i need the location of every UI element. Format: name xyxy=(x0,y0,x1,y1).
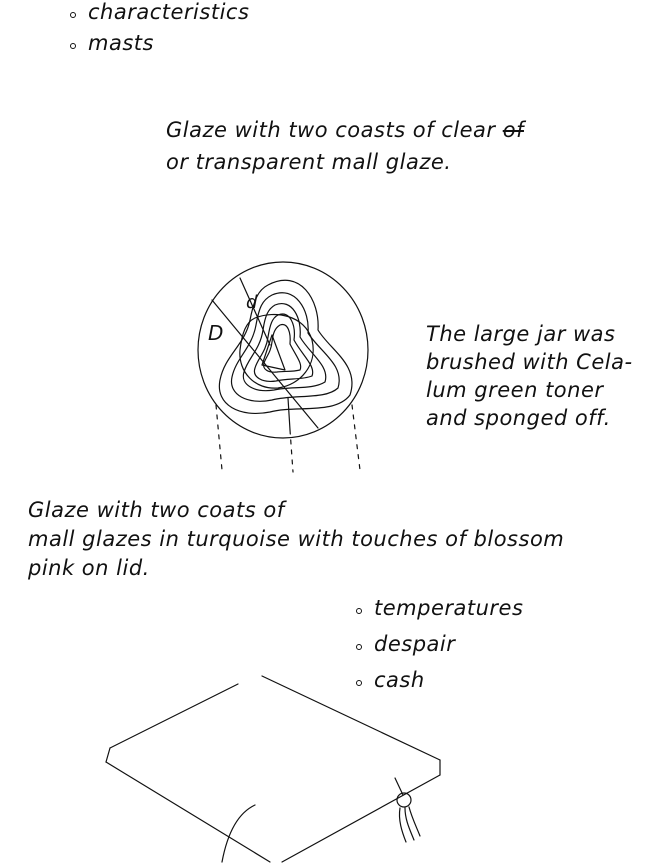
note-line: Glaze with two coats of xyxy=(28,498,285,522)
contour-line xyxy=(242,302,327,392)
note-line: or transparent mall glaze. xyxy=(166,150,452,174)
note-line: and sponged off. xyxy=(426,406,611,430)
diagonal-line xyxy=(211,299,319,429)
cap-board-top xyxy=(109,683,239,749)
mall-glaze-note: Glaze with two coats of mall glazes in t… xyxy=(28,498,564,585)
note-line: The large jar was xyxy=(426,322,616,346)
note-line: mall glazes in turquoise with touches of… xyxy=(28,527,565,551)
cap-base xyxy=(221,804,256,863)
note-line: lum green toner xyxy=(426,378,604,402)
list-item: temperatures xyxy=(352,596,523,632)
sketch-label-d-lower: d xyxy=(246,292,258,313)
tassel-cord xyxy=(394,777,404,796)
contour-line xyxy=(218,279,353,414)
inner-triangle xyxy=(261,334,286,371)
contour-line xyxy=(263,323,302,373)
diagonal-line xyxy=(239,277,271,346)
dashed-guide xyxy=(289,429,294,473)
jar-note: The large jar was brushed with Cela- lum… xyxy=(426,322,633,434)
note-line-text: Glaze with two coasts of clear xyxy=(166,118,496,142)
inner-blob xyxy=(239,313,314,389)
jar-sketch: D d xyxy=(197,261,369,473)
cap-board-edge xyxy=(105,747,111,763)
list-item: despair xyxy=(352,632,523,668)
cap-board-front xyxy=(105,761,271,863)
tassel-strand xyxy=(408,806,421,837)
dashed-guide xyxy=(351,404,361,471)
dashed-guide xyxy=(215,404,223,471)
struck-word: of xyxy=(502,118,524,142)
note-line: pink on lid. xyxy=(28,556,150,580)
contour-line xyxy=(230,292,340,402)
tassel-knot xyxy=(396,792,412,808)
top-bullet-list: characteristics masts xyxy=(66,0,249,62)
jar-outline xyxy=(197,261,369,439)
diagonal-line xyxy=(287,397,291,431)
list-item: characteristics xyxy=(66,0,249,31)
note-line: Glaze with two coasts of clear of xyxy=(166,118,606,150)
list-item: cash xyxy=(352,668,523,704)
cap-board-right xyxy=(281,774,441,863)
clear-glaze-note: Glaze with two coasts of clear of or tra… xyxy=(166,118,606,182)
contour-line xyxy=(253,313,314,382)
tassel-strand xyxy=(404,807,415,841)
bottom-bullet-list: temperatures despair cash xyxy=(352,596,523,704)
sketch-label-d-upper: D xyxy=(208,321,223,345)
tassel-strand xyxy=(398,807,407,843)
note-line: brushed with Cela- xyxy=(426,350,633,374)
list-item: masts xyxy=(66,31,249,62)
